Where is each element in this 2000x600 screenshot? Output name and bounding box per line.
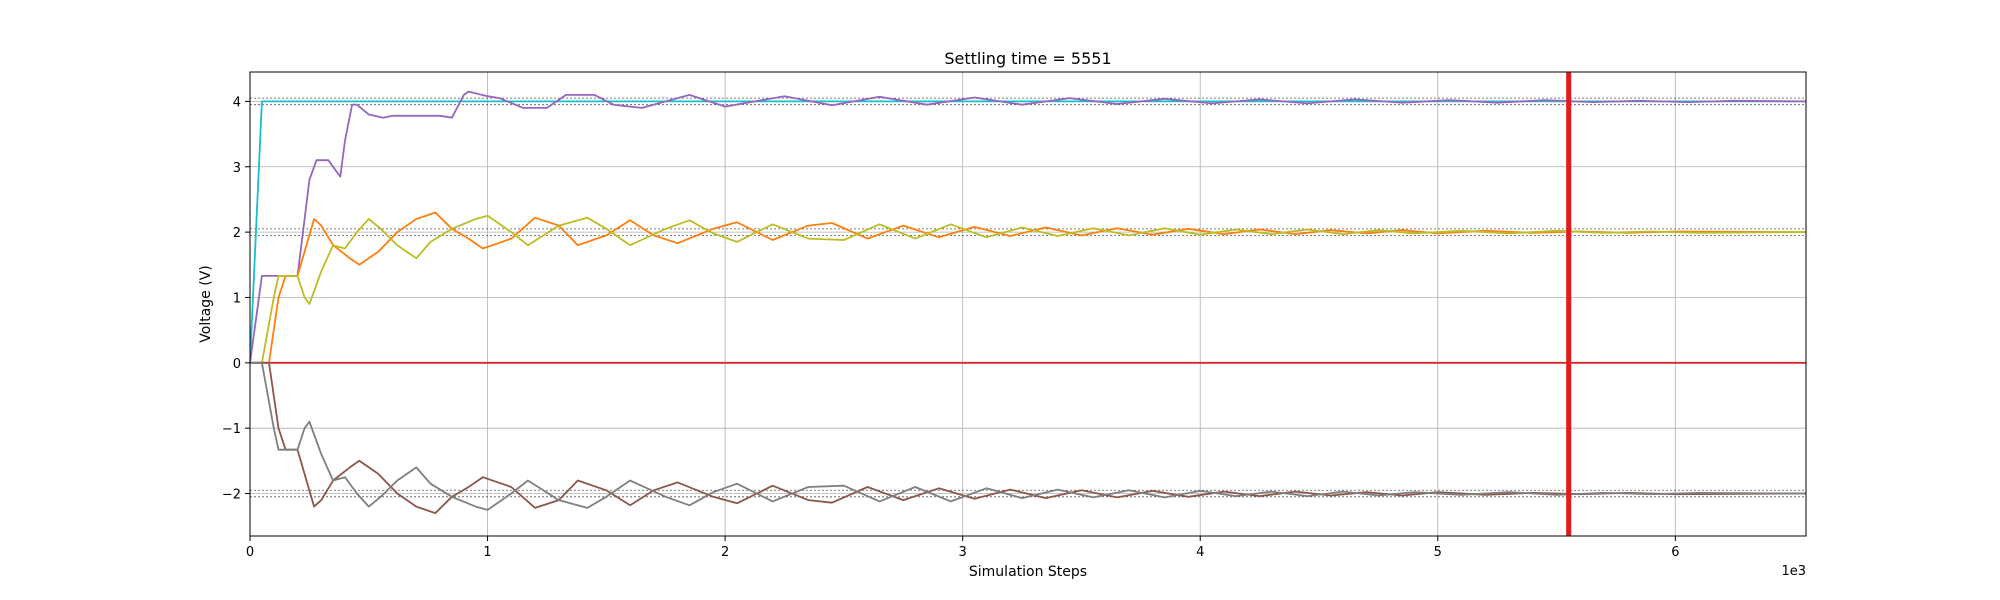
x-tick-label: 6	[1671, 545, 1679, 560]
series-line	[250, 361, 1806, 514]
series-line	[250, 214, 1806, 364]
series-line	[250, 90, 1806, 363]
y-tick-label: −1	[222, 422, 241, 437]
x-axis-label: Simulation Steps	[969, 564, 1087, 580]
y-tick-label: 4	[233, 95, 241, 110]
chart-title: Settling time = 5551	[944, 49, 1111, 68]
x-tick-label: 3	[959, 545, 967, 560]
y-tick-label: 2	[233, 226, 241, 241]
y-axis-ticks: −2 −1 0 1 2 3 4	[222, 95, 250, 503]
x-axis-ticks: 0 1 2 3 4 5 6	[246, 536, 1679, 560]
x-tick-label: 4	[1196, 545, 1204, 560]
x-tick-label: 0	[246, 545, 254, 560]
x-tick-label: 1	[483, 545, 491, 560]
y-axis-label: Voltage (V)	[198, 265, 214, 342]
y-tick-label: −2	[222, 488, 241, 503]
y-tick-label: 0	[233, 357, 241, 372]
series-lines	[250, 90, 1806, 514]
x-tick-label: 2	[721, 545, 729, 560]
series-line	[250, 211, 1806, 364]
y-tick-label: 3	[233, 161, 241, 176]
y-tick-label: 1	[233, 291, 241, 306]
x-offset-label: 1e3	[1781, 564, 1806, 579]
plot-frame	[249, 71, 1807, 537]
x-tick-label: 5	[1434, 545, 1442, 560]
series-line	[250, 361, 1806, 511]
